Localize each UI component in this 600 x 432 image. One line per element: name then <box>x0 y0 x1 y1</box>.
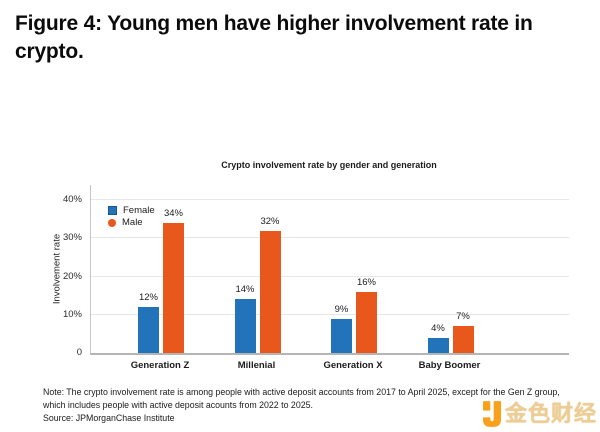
jinse-logo-icon <box>483 401 501 427</box>
bar-value-label: 14% <box>235 284 255 296</box>
bar-value-label: 34% <box>163 207 183 219</box>
jinse-finance-watermark: 金色财经 <box>483 398 597 430</box>
bar-female-generation-z <box>138 307 159 353</box>
bar-value-label: 9% <box>334 303 349 315</box>
bar-male-baby-boomer <box>452 326 474 353</box>
y-tick-30: 30% <box>62 232 82 244</box>
legend-circle-icon <box>108 218 116 227</box>
plot-area: 12% 34% 14% 32% 9% 16% 4% 7% <box>90 185 569 355</box>
legend-label: Female <box>123 205 155 216</box>
gridline-20 <box>91 275 569 277</box>
x-tick-generation-z: Generation Z <box>130 360 190 371</box>
watermark-text: 金色财经 <box>504 401 597 426</box>
bar-value-label: 16% <box>356 276 376 288</box>
bar-female-generation-x <box>331 318 352 353</box>
bar-male-millenial <box>259 230 281 353</box>
figure-title: Figure 4: Young men have higher involvem… <box>15 12 533 63</box>
x-axis-labels: Generation Z Millenial Generation X Baby Bo… <box>90 360 568 374</box>
bar-female-baby-boomer <box>427 337 449 353</box>
x-tick-baby-boomer: Baby Boomer <box>418 360 481 371</box>
y-tick-20: 20% <box>62 270 82 282</box>
y-tick-10: 10% <box>62 308 82 320</box>
bar-value-label: 7% <box>456 311 470 323</box>
bar-value-label: 32% <box>260 215 280 227</box>
figure-note: Note: The crypto involvement rate is amo… <box>43 387 560 410</box>
x-tick-millenial: Millenial <box>237 360 276 371</box>
bar-female-millenial <box>234 299 256 353</box>
legend-item-female: Female <box>108 205 155 216</box>
legend-square-icon <box>108 206 117 215</box>
gridline-40 <box>91 199 569 200</box>
gridline-30 <box>91 237 569 239</box>
bar-male-generation-z <box>163 222 184 353</box>
legend-label: Male <box>122 217 143 228</box>
chart-title: Crypto involvement rate by gender and ge… <box>221 160 437 170</box>
figure-source: Source: JPMorganChase Institute <box>43 413 175 423</box>
bar-value-label: 12% <box>138 292 158 304</box>
chart-legend: Female Male <box>108 205 155 229</box>
y-axis-ticks: 0 10% 20% 30% 40% <box>40 185 82 358</box>
y-tick-40: 40% <box>62 194 82 205</box>
gridline-10 <box>91 313 569 315</box>
y-tick-0: 0 <box>76 347 82 358</box>
x-tick-generation-x: Generation X <box>323 360 383 371</box>
bar-value-label: 4% <box>431 322 445 334</box>
bar-male-generation-x <box>356 291 377 353</box>
legend-item-male: Male <box>108 217 155 228</box>
